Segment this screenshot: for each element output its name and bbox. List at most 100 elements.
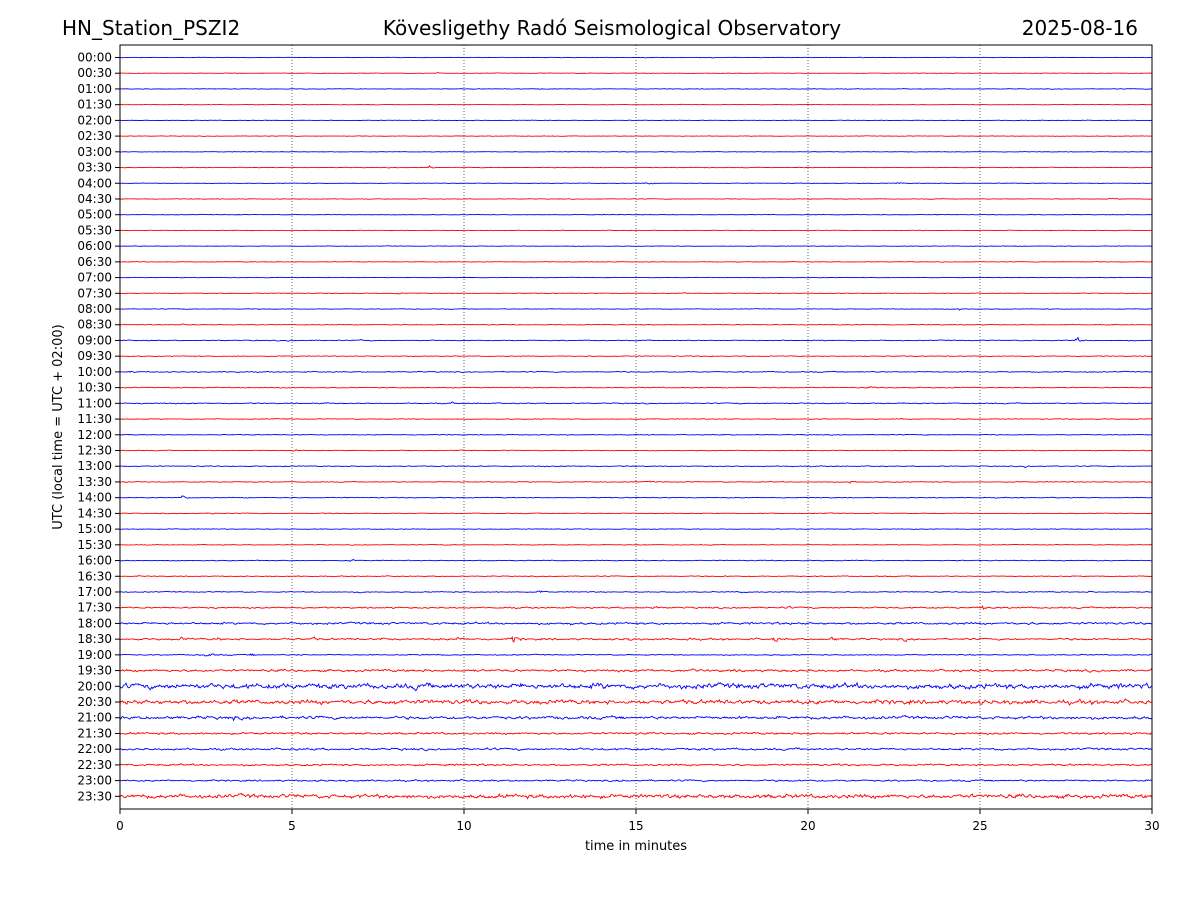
trace-0230 — [119, 135, 1152, 137]
y-tick-label: 01:30 — [77, 98, 112, 112]
y-tick-label: 07:00 — [77, 271, 112, 285]
y-tick-label: 22:00 — [77, 742, 112, 756]
x-tick-label: 0 — [116, 819, 124, 833]
trace-1730 — [119, 605, 1153, 610]
trace-0500 — [119, 213, 1153, 216]
trace-1330 — [119, 480, 1153, 484]
y-tick-label: 05:30 — [77, 223, 112, 237]
x-tick-layer: 0 5 10 15 20 25 30 — [116, 809, 1160, 833]
trace-1130 — [119, 417, 1153, 420]
trace-1400 — [119, 495, 1153, 499]
trace-0730 — [119, 292, 1153, 295]
y-tick-label: 14:30 — [77, 506, 112, 520]
vertical-grid — [291, 45, 981, 809]
trace-0100 — [119, 88, 1153, 90]
trace-2330 — [119, 792, 1153, 800]
y-tick-label: 23:30 — [77, 789, 112, 803]
y-tick-label: 21:30 — [77, 726, 112, 740]
trace-2230 — [119, 763, 1153, 767]
trace-1630 — [119, 575, 1153, 578]
trace-1700 — [119, 590, 1153, 594]
trace-1230 — [119, 449, 1153, 452]
trace-1900 — [119, 653, 1153, 657]
trace-0900 — [119, 336, 1153, 342]
trace-2200 — [119, 747, 1153, 752]
y-tick-label: 10:30 — [77, 381, 112, 395]
trace-0200 — [119, 119, 1153, 122]
trace-1600 — [119, 558, 1153, 562]
y-tick-label: 18:00 — [77, 616, 112, 630]
y-tick-label: 20:00 — [77, 679, 112, 693]
y-tick-label: 19:30 — [77, 664, 112, 678]
y-axis-label: UTC (local time = UTC + 02:00) — [51, 324, 66, 529]
trace-0300 — [119, 151, 1153, 153]
y-tick-label: 09:30 — [77, 349, 112, 363]
trace-1930 — [119, 668, 1153, 673]
x-tick-label: 5 — [288, 819, 296, 833]
y-tick-label: 03:30 — [77, 161, 112, 175]
y-tick-label: 00:00 — [77, 51, 112, 65]
trace-0030 — [119, 72, 1153, 74]
trace-0800 — [120, 308, 1153, 311]
trace-0330 — [119, 164, 1153, 169]
y-tick-label: 01:00 — [77, 82, 112, 96]
trace-0700 — [119, 276, 1153, 279]
trace-1200 — [119, 433, 1153, 436]
y-tick-label: 21:00 — [77, 711, 112, 725]
trace-0400 — [119, 182, 1153, 185]
trace-1100 — [119, 401, 1153, 405]
trace-2030 — [119, 698, 1153, 706]
trace-2300 — [119, 778, 1153, 783]
trace-1430 — [119, 512, 1153, 515]
y-tick-label: 03:00 — [77, 145, 112, 159]
y-tick-label: 16:30 — [77, 569, 112, 583]
y-tick-label: 11:30 — [77, 412, 112, 426]
trace-1000 — [119, 370, 1153, 374]
trace-0600 — [119, 245, 1153, 247]
y-tick-label: 15:00 — [77, 522, 112, 536]
y-tick-label: 11:00 — [77, 396, 112, 410]
y-tick-label: 08:30 — [77, 318, 112, 332]
trace-0430 — [119, 197, 1152, 200]
trace-1530 — [119, 543, 1153, 546]
y-tick-label: 06:30 — [77, 255, 112, 269]
trace-0530 — [119, 229, 1153, 232]
y-tick-label: 12:30 — [77, 444, 112, 458]
trace-2000 — [119, 681, 1153, 692]
trace-1830 — [119, 635, 1153, 643]
y-tick-label: 19:00 — [77, 648, 112, 662]
y-tick-label: 09:00 — [77, 333, 112, 347]
y-tick-label: 00:30 — [77, 66, 112, 80]
y-tick-label: 13:00 — [77, 459, 112, 473]
y-tick-label: 15:30 — [77, 538, 112, 552]
y-tick-label: 18:30 — [77, 632, 112, 646]
y-tick-label: 16:00 — [77, 554, 112, 568]
y-tick-label: 06:00 — [77, 239, 112, 253]
y-tick-label: 02:00 — [77, 113, 112, 127]
x-axis-label: time in minutes — [585, 839, 687, 854]
y-tick-label: 23:00 — [77, 774, 112, 788]
y-tick-label: 13:30 — [77, 475, 112, 489]
y-tick-label: 14:00 — [77, 491, 112, 505]
y-tick-label: 08:00 — [77, 302, 112, 316]
x-tick-label: 30 — [1144, 819, 1159, 833]
plot-date: 2025-08-16 — [1022, 16, 1138, 40]
y-tick-label: 04:30 — [77, 192, 112, 206]
observatory-title: Kövesligethy Radó Seismological Observat… — [383, 16, 841, 40]
trace-1800 — [119, 621, 1153, 626]
x-tick-label: 15 — [628, 819, 643, 833]
y-tick-label: 04:00 — [77, 176, 112, 190]
y-tick-label: 17:00 — [77, 585, 112, 599]
trace-0830 — [119, 323, 1153, 326]
y-tick-label: 22:30 — [77, 758, 112, 772]
y-tick-label: 07:30 — [77, 286, 112, 300]
x-tick-label: 20 — [800, 819, 815, 833]
station-name: HN_Station_PSZI2 — [62, 16, 240, 40]
trace-0630 — [119, 261, 1153, 263]
trace-0930 — [119, 355, 1153, 358]
trace-2130 — [119, 731, 1153, 736]
x-tick-label: 25 — [972, 819, 987, 833]
y-tick-label: 02:30 — [77, 129, 112, 143]
y-tick-label: 10:00 — [77, 365, 112, 379]
